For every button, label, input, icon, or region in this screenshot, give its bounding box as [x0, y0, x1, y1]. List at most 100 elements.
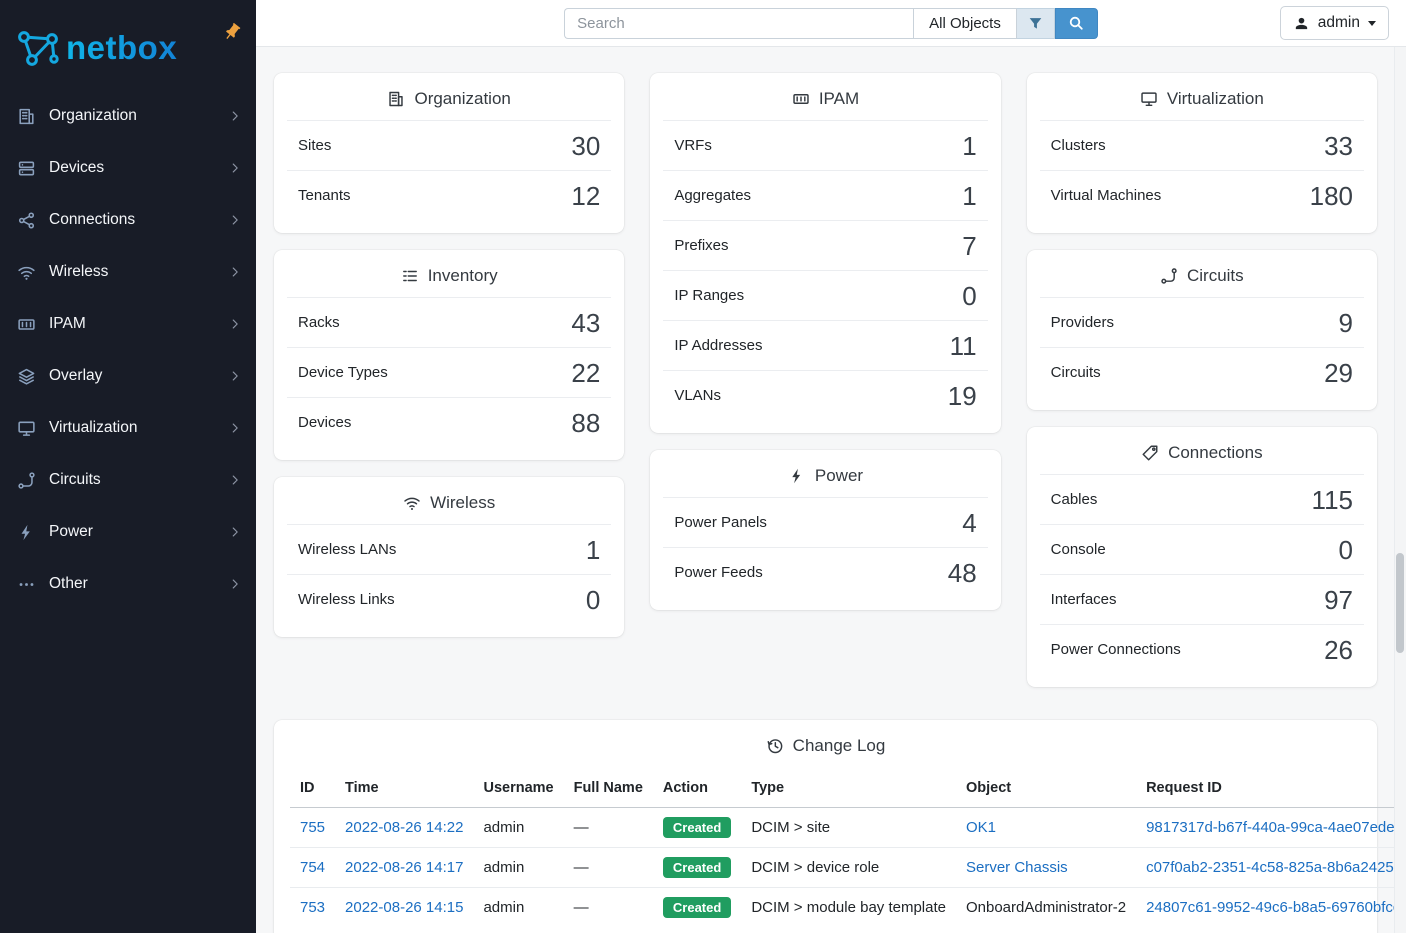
- stat-label: Wireless LANs: [298, 541, 397, 558]
- stat-value[interactable]: 33: [1324, 130, 1353, 161]
- column-header-object: Object: [955, 771, 1137, 808]
- stat-label: Prefixes: [674, 237, 729, 254]
- change-time-link[interactable]: 2022-08-26 14:15: [345, 899, 464, 916]
- dashboard-content: Organization Sites 30 Tenants 12 Invento…: [256, 47, 1406, 933]
- stat-label: Aggregates: [674, 187, 752, 204]
- stat-value[interactable]: 19: [947, 380, 977, 411]
- change-time-link[interactable]: 2022-08-26 14:17: [345, 859, 464, 876]
- sidebar-item-power[interactable]: Power: [0, 506, 256, 558]
- card-header: Connections: [1027, 427, 1377, 474]
- stat-row: Device Types 22: [287, 347, 612, 397]
- sidebar-item-devices[interactable]: Devices: [0, 142, 256, 194]
- counter-icon: [17, 315, 36, 334]
- stat-row: Sites 30: [287, 120, 612, 170]
- change-object-link[interactable]: OK1: [965, 819, 996, 836]
- chevron-down-icon: [1368, 20, 1376, 26]
- card-circuits: Circuits Providers 9 Circuits 29: [1026, 250, 1377, 410]
- chevron-right-icon: [228, 213, 242, 227]
- stat-value[interactable]: 9: [1338, 307, 1353, 338]
- stat-label: Sites: [298, 137, 332, 154]
- sidebar-item-organization[interactable]: Organization: [0, 90, 256, 142]
- sidebar-item-virtualization[interactable]: Virtualization: [0, 402, 256, 454]
- sidebar-item-other[interactable]: Other: [0, 558, 256, 610]
- stat-value[interactable]: 97: [1324, 584, 1353, 615]
- request-id-link[interactable]: c07f0ab2-2351-4c58-825a-8b6a2425a1ab: [1146, 859, 1406, 876]
- sidebar-item-label: Organization: [49, 107, 137, 124]
- stat-label: Interfaces: [1050, 591, 1117, 608]
- change-id-link[interactable]: 754: [300, 859, 326, 876]
- dashboard-column-1: Organization Sites 30 Tenants 12 Invento…: [274, 73, 625, 637]
- sidebar-item-ipam[interactable]: IPAM: [0, 298, 256, 350]
- column-header-time: Time: [335, 771, 474, 808]
- stat-row: Virtual Machines 180: [1039, 170, 1364, 220]
- stat-value[interactable]: 26: [1324, 634, 1353, 665]
- stat-row: Aggregates 1: [663, 170, 988, 220]
- stat-value[interactable]: 22: [571, 357, 601, 388]
- card-ipam: IPAM VRFs 1 Aggregates 1 Prefixes 7: [650, 73, 1001, 433]
- change-fullname: —: [563, 807, 653, 848]
- search-input[interactable]: [564, 7, 914, 39]
- stat-row: IP Addresses 11: [663, 320, 988, 370]
- sidebar-item-label: Connections: [49, 211, 136, 228]
- card-title: Organization: [414, 89, 511, 108]
- list-icon: [401, 267, 419, 285]
- user-menu-button[interactable]: admin: [1279, 6, 1389, 40]
- stat-value[interactable]: 1: [962, 130, 977, 161]
- chevron-right-icon: [228, 473, 242, 487]
- user-icon: [1293, 15, 1310, 32]
- stat-row: Wireless Links 0: [287, 574, 612, 624]
- stat-value[interactable]: 88: [571, 407, 601, 438]
- stat-value[interactable]: 29: [1324, 357, 1353, 388]
- changelog-card: Change Log ID Time Username Full Name Ac…: [274, 720, 1406, 933]
- monitor-icon: [1140, 90, 1158, 108]
- change-type: DCIM > module bay template: [751, 899, 946, 916]
- stat-label: Console: [1050, 541, 1106, 558]
- change-time-link[interactable]: 2022-08-26 14:22: [345, 819, 464, 836]
- request-id-link[interactable]: 9817317d-b67f-440a-99ca-4ae07ede94df: [1146, 819, 1406, 836]
- stat-value[interactable]: 0: [962, 280, 977, 311]
- stat-value[interactable]: 4: [962, 507, 977, 538]
- search-submit-button[interactable]: [1054, 7, 1098, 39]
- stat-value[interactable]: 180: [1309, 180, 1353, 211]
- logo[interactable]: netbox: [0, 0, 256, 78]
- stat-value[interactable]: 11: [949, 330, 977, 361]
- column-header-username: Username: [473, 771, 564, 808]
- cable-icon: [1141, 444, 1159, 462]
- change-object-link[interactable]: Server Chassis: [965, 859, 1068, 876]
- stat-value[interactable]: 48: [947, 557, 977, 588]
- chevron-right-icon: [228, 265, 242, 279]
- stat-label: Clusters: [1050, 137, 1106, 154]
- chevron-right-icon: [228, 317, 242, 331]
- stat-value[interactable]: 1: [585, 534, 601, 565]
- search-scope-button[interactable]: All Objects: [913, 7, 1017, 39]
- change-id-link[interactable]: 753: [300, 899, 326, 916]
- stat-value[interactable]: 30: [571, 130, 601, 161]
- request-id-link[interactable]: 24807c61-9952-49c6-b8a5-69760bfcc4b3: [1146, 899, 1406, 916]
- stat-value[interactable]: 1: [962, 180, 977, 211]
- pin-icon[interactable]: [222, 22, 242, 42]
- stat-value[interactable]: 0: [1338, 534, 1353, 565]
- sidebar-item-connections[interactable]: Connections: [0, 194, 256, 246]
- building-icon: [17, 107, 36, 126]
- stat-value[interactable]: 7: [962, 230, 977, 261]
- sidebar-item-wireless[interactable]: Wireless: [0, 246, 256, 298]
- transit-icon: [17, 471, 36, 490]
- counter-icon: [792, 90, 810, 108]
- stat-value[interactable]: 12: [571, 180, 601, 211]
- card-virtualization: Virtualization Clusters 33 Virtual Machi…: [1026, 73, 1377, 233]
- filter-button[interactable]: [1016, 7, 1055, 39]
- stat-label: Power Panels: [674, 514, 767, 531]
- change-username: admin: [473, 847, 564, 888]
- scrollbar-thumb[interactable]: [1396, 553, 1404, 653]
- scrollbar-track[interactable]: [1394, 47, 1406, 933]
- chevron-right-icon: [228, 109, 242, 123]
- stat-value[interactable]: 0: [585, 584, 601, 615]
- sidebar-item-overlay[interactable]: Overlay: [0, 350, 256, 402]
- stat-label: VLANs: [674, 387, 722, 404]
- change-id-link[interactable]: 755: [300, 819, 326, 836]
- stat-value[interactable]: 115: [1311, 484, 1353, 515]
- changelog-table: ID Time Username Full Name Action Type O…: [290, 771, 1406, 927]
- stat-value[interactable]: 43: [571, 307, 601, 338]
- sidebar-item-circuits[interactable]: Circuits: [0, 454, 256, 506]
- change-fullname: —: [563, 847, 653, 888]
